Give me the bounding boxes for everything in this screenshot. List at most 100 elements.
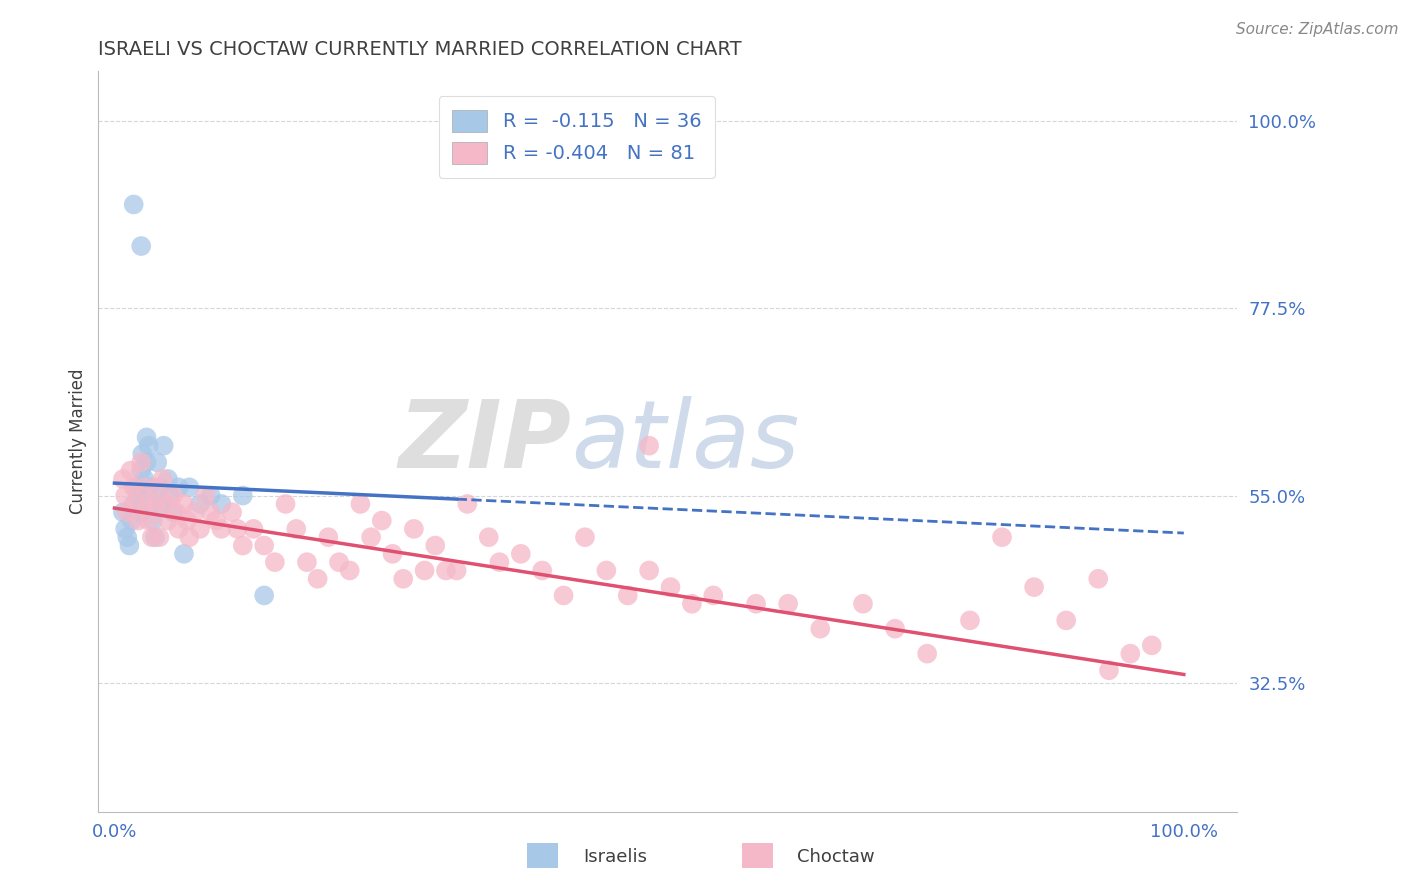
Point — [135, 497, 157, 511]
Point — [148, 480, 170, 494]
Point — [129, 239, 152, 253]
Point — [122, 197, 145, 211]
Point — [371, 514, 394, 528]
Point — [488, 555, 510, 569]
Point — [638, 564, 661, 578]
Point — [162, 489, 184, 503]
Point — [553, 589, 575, 603]
Point — [188, 497, 211, 511]
Point — [125, 497, 148, 511]
Point — [167, 480, 190, 494]
Point — [242, 522, 264, 536]
Point — [118, 539, 141, 553]
Point — [349, 497, 371, 511]
Point — [221, 505, 243, 519]
Point — [150, 497, 173, 511]
Point — [959, 614, 981, 628]
Point — [253, 589, 276, 603]
Point — [188, 522, 211, 536]
Point — [200, 489, 222, 503]
Point — [156, 514, 179, 528]
Point — [166, 505, 188, 519]
Point — [226, 522, 249, 536]
Point — [156, 472, 179, 486]
Text: Choctaw: Choctaw — [797, 848, 875, 866]
Point — [129, 455, 152, 469]
Point — [152, 472, 174, 486]
Point — [328, 555, 350, 569]
Point — [1087, 572, 1109, 586]
Point — [456, 497, 478, 511]
Point — [117, 505, 139, 519]
Point — [134, 480, 156, 494]
Point — [339, 564, 361, 578]
Legend: R =  -0.115   N = 36, R = -0.404   N = 81: R = -0.115 N = 36, R = -0.404 N = 81 — [439, 95, 714, 178]
Point — [392, 572, 415, 586]
Point — [129, 464, 152, 478]
Point — [205, 514, 228, 528]
Point — [307, 572, 329, 586]
Point — [183, 505, 205, 519]
Point — [111, 505, 134, 519]
Point — [146, 480, 169, 494]
Point — [125, 480, 148, 494]
Point — [595, 564, 617, 578]
Point — [138, 514, 160, 528]
Point — [179, 480, 201, 494]
Point — [142, 514, 165, 528]
Point — [121, 514, 143, 528]
Point — [478, 530, 501, 544]
Text: Israelis: Israelis — [583, 848, 648, 866]
Point — [135, 455, 157, 469]
Point — [114, 489, 136, 503]
Point — [143, 497, 166, 511]
Point — [122, 480, 145, 494]
Point — [446, 564, 468, 578]
Text: Source: ZipAtlas.com: Source: ZipAtlas.com — [1236, 22, 1399, 37]
Point — [274, 497, 297, 511]
Point — [120, 464, 142, 478]
Point — [402, 522, 425, 536]
Point — [194, 489, 217, 503]
Point — [122, 497, 145, 511]
Point — [745, 597, 768, 611]
Point — [1119, 647, 1142, 661]
Point — [127, 514, 149, 528]
Point — [114, 522, 136, 536]
Point — [148, 530, 170, 544]
Point — [155, 497, 177, 511]
Point — [413, 564, 436, 578]
Point — [915, 647, 938, 661]
Point — [138, 439, 160, 453]
Point — [574, 530, 596, 544]
Point — [884, 622, 907, 636]
Point — [616, 589, 638, 603]
Point — [117, 530, 139, 544]
Point — [173, 547, 195, 561]
Point — [173, 497, 195, 511]
Point — [200, 505, 222, 519]
Point — [139, 497, 162, 511]
Text: ISRAELI VS CHOCTAW CURRENTLY MARRIED CORRELATION CHART: ISRAELI VS CHOCTAW CURRENTLY MARRIED COR… — [98, 39, 742, 59]
Point — [146, 455, 169, 469]
Point — [381, 547, 404, 561]
Point — [808, 622, 831, 636]
Point — [638, 439, 661, 453]
Point — [209, 522, 232, 536]
Point — [209, 497, 232, 511]
Point — [285, 522, 308, 536]
Text: atlas: atlas — [571, 396, 799, 487]
Point — [1054, 614, 1077, 628]
Point — [139, 480, 162, 494]
Point — [253, 539, 276, 553]
Point — [295, 555, 318, 569]
Point — [778, 597, 800, 611]
Point — [143, 530, 166, 544]
Point — [702, 589, 724, 603]
Point — [991, 530, 1014, 544]
Point — [1022, 580, 1045, 594]
Point — [159, 489, 181, 503]
Point — [425, 539, 447, 553]
Point — [131, 447, 153, 461]
Point — [176, 514, 198, 528]
